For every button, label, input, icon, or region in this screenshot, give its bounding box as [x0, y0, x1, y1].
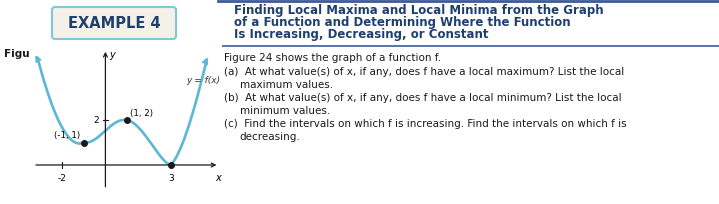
Text: (-1, 1): (-1, 1) [54, 131, 81, 140]
Text: Is Increasing, Decreasing, or Constant: Is Increasing, Decreasing, or Constant [234, 28, 488, 41]
Text: y: y [109, 50, 115, 60]
Text: (b)  At what value(s) of x, if any, does f have a local minimum? List the local: (b) At what value(s) of x, if any, does … [224, 93, 621, 103]
Text: 3: 3 [168, 174, 174, 183]
Text: (a)  At what value(s) of x, if any, does f have a local maximum? List the local: (a) At what value(s) of x, if any, does … [224, 67, 624, 77]
Text: of a Function and Determining Where the Function: of a Function and Determining Where the … [234, 16, 571, 29]
Text: x: x [215, 173, 221, 183]
FancyBboxPatch shape [52, 7, 176, 39]
Text: (c)  Find the intervals on which f is increasing. Find the intervals on which f : (c) Find the intervals on which f is inc… [224, 119, 626, 129]
Text: minimum values.: minimum values. [239, 106, 330, 116]
Text: y = f(x): y = f(x) [186, 76, 221, 85]
Text: EXAMPLE 4: EXAMPLE 4 [68, 16, 160, 31]
Text: Figure 24 shows the graph of a function f.: Figure 24 shows the graph of a function … [224, 53, 441, 63]
Text: 2: 2 [93, 116, 99, 125]
Text: Finding Local Maxima and Local Minima from the Graph: Finding Local Maxima and Local Minima fr… [234, 4, 604, 17]
Text: decreasing.: decreasing. [239, 132, 301, 142]
Text: maximum values.: maximum values. [239, 80, 333, 90]
Text: Figure 24: Figure 24 [4, 49, 60, 59]
Text: (1, 2): (1, 2) [130, 109, 153, 118]
Text: -2: -2 [58, 174, 66, 183]
